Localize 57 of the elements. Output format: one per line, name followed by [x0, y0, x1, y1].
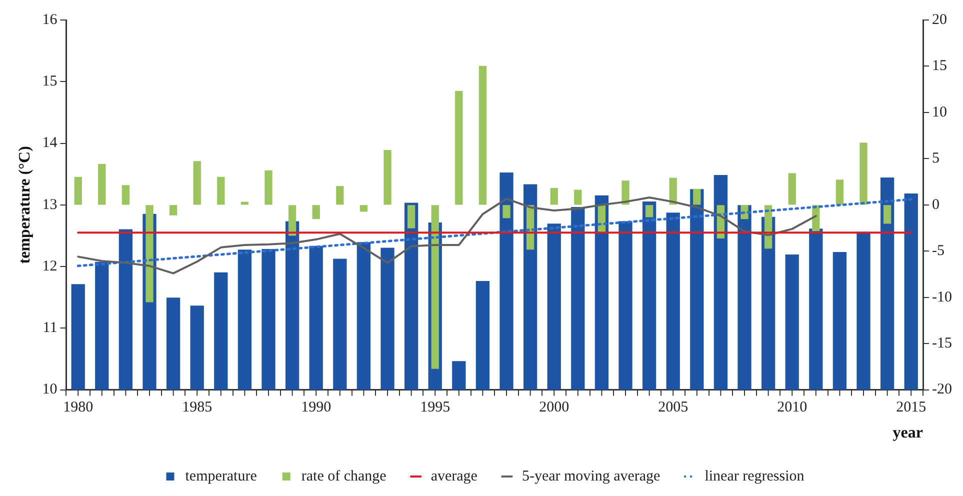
y2-tick-label: 0: [932, 196, 940, 213]
x-tick-label: 2005: [658, 400, 688, 416]
bar: [146, 205, 154, 302]
y-tick-label: 15: [42, 74, 58, 90]
bar: [122, 185, 130, 205]
bar: [478, 66, 487, 205]
y2-tick-label: -5: [932, 243, 945, 260]
bar: [98, 164, 106, 205]
x-tick-label: 2000: [539, 400, 570, 416]
y-axis-title: temperature (°C): [16, 146, 34, 264]
bar: [217, 176, 225, 205]
bar: [550, 188, 558, 205]
y2-tick-label: 20: [932, 12, 948, 28]
legend-label: temperature: [185, 468, 258, 484]
x-tick-label: 1990: [301, 400, 332, 416]
bar: [407, 205, 416, 228]
y2-tick-label: -10: [932, 289, 952, 306]
y2-tick-label: 10: [932, 104, 948, 120]
bar: [455, 90, 463, 205]
legend-label: 5-year moving average: [522, 468, 661, 484]
y-tick-label: 16: [42, 12, 58, 28]
bar: [193, 161, 201, 205]
bar: [645, 205, 654, 218]
y2-tick-label: -20: [932, 382, 952, 398]
bar: [574, 190, 582, 205]
y-tick-label: 11: [42, 320, 58, 336]
legend-label: linear regression: [704, 468, 805, 484]
y-tick-label: 10: [42, 382, 58, 398]
y2-tick-label: 15: [932, 58, 948, 74]
bar: [74, 176, 82, 205]
bar: [788, 173, 796, 205]
x-tick-label: 2010: [777, 400, 808, 416]
bar: [360, 205, 368, 212]
x-tick-label: 1985: [182, 400, 212, 416]
x-axis-title: year: [892, 424, 924, 442]
x-tick-label: 1980: [63, 400, 94, 416]
bar: [336, 186, 344, 205]
bar: [860, 142, 868, 205]
y-tick-label: 13: [42, 196, 58, 213]
y-tick-label: 12: [42, 258, 58, 274]
x-tick-label: 1995: [420, 400, 450, 416]
bar: [836, 180, 844, 205]
bar: [502, 205, 510, 218]
bar: [883, 205, 892, 224]
y2-tick-label: -15: [932, 336, 952, 352]
bar: [312, 205, 320, 220]
bar: [384, 150, 392, 205]
x-tick-label: 2015: [896, 400, 926, 416]
bar: [264, 170, 272, 205]
y2-tick-label: 5: [932, 150, 940, 167]
bar: [622, 180, 630, 205]
bar: [288, 205, 296, 236]
legend-label: rate of change: [301, 468, 387, 484]
y-tick-label: 14: [42, 135, 58, 152]
legend-label: average: [430, 468, 478, 484]
bar: [693, 188, 701, 205]
bar: [169, 205, 178, 216]
